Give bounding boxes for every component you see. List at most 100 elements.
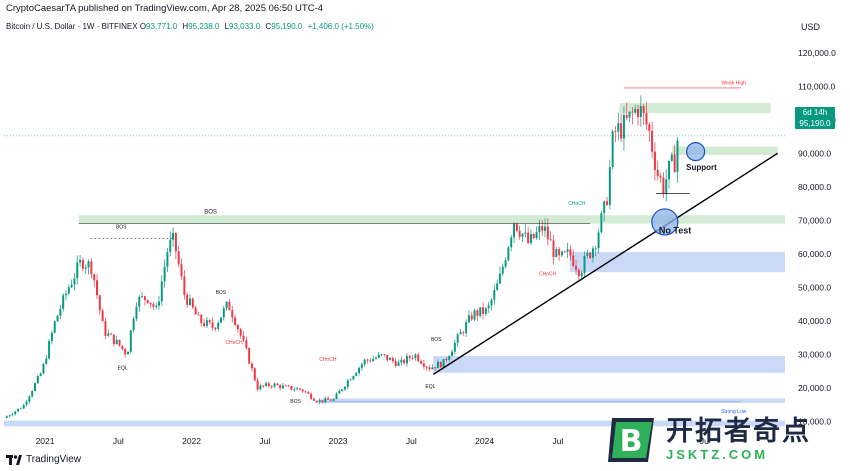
x-tick-label: Jul	[552, 436, 563, 446]
candle-body	[386, 355, 389, 361]
candle-body	[169, 239, 172, 253]
symbol-name[interactable]: Bitcoin / U.S. Dollar · 1W · BITFINEX	[6, 22, 138, 31]
candle-body	[467, 315, 470, 323]
candle-body	[544, 226, 547, 231]
annotation-label: BOS	[290, 399, 301, 405]
annotation-label: Support	[686, 163, 717, 172]
candle-body	[620, 123, 623, 139]
candle-body	[121, 345, 124, 349]
candle-body	[248, 348, 251, 364]
candle-body	[143, 296, 146, 300]
candle-body	[394, 361, 397, 367]
candle-body	[5, 416, 8, 418]
candle-body	[236, 324, 239, 330]
candle-body	[234, 317, 237, 325]
zone-blue-6	[4, 420, 785, 427]
candle-body	[152, 304, 155, 307]
watermark-letter: B	[620, 424, 643, 459]
candle-body	[369, 360, 372, 362]
annotation-label: BOS	[204, 210, 217, 216]
candle-body	[107, 333, 110, 336]
candle-body	[62, 295, 65, 309]
candle-body	[155, 305, 158, 307]
candle-body	[163, 266, 166, 282]
y-tick-label: 80,000.0	[798, 182, 831, 192]
candle-body	[67, 287, 70, 294]
candle-body	[203, 323, 206, 326]
candle-body	[104, 321, 107, 336]
watermark: B 开拓者奇点 JSKTZ.COM	[606, 408, 850, 471]
bar-countdown: 6d 14h	[802, 108, 828, 117]
candle-body	[197, 314, 200, 316]
x-tick-label: Ju	[700, 436, 709, 446]
y-tick-label: 90,000.0	[798, 148, 831, 158]
currency-label[interactable]: USD	[801, 22, 821, 32]
marker-circle-0	[686, 141, 706, 162]
candle-body	[518, 230, 521, 237]
tradingview-footer[interactable]: TradingView	[6, 454, 81, 465]
candle-body	[301, 389, 304, 392]
candle-body	[194, 307, 197, 315]
candle-body	[53, 321, 56, 333]
candle-body	[555, 249, 558, 258]
candle-body	[324, 398, 327, 403]
annotation-label: Weak High	[722, 81, 747, 87]
y-tick-label: 60,000.0	[798, 249, 831, 259]
candle-body	[653, 151, 656, 170]
candle-body	[276, 383, 279, 386]
candle-body	[608, 167, 611, 205]
candle-body	[273, 383, 276, 387]
candle-body	[656, 169, 659, 177]
candle-body	[279, 385, 282, 389]
candle-body	[631, 111, 634, 113]
zone-green-1	[672, 146, 778, 155]
high-value: 95,238.0	[188, 22, 220, 31]
candle-body	[214, 327, 217, 329]
candle-body	[34, 383, 36, 391]
x-tick-label: 2023	[329, 436, 348, 446]
watermark-domain: JSKTZ.COM	[666, 447, 769, 462]
candle-body	[73, 278, 76, 285]
candle-body	[188, 298, 191, 305]
candle-body	[490, 299, 493, 306]
candle-body	[600, 213, 603, 233]
candle-body	[594, 248, 597, 249]
candle-body	[50, 332, 53, 342]
candle-body	[284, 385, 287, 387]
open-value: 93,771.0	[146, 22, 178, 31]
candle-body	[180, 264, 183, 277]
last-price: 95,190.0	[799, 119, 831, 128]
candle-body	[400, 359, 403, 363]
annotation-label: Strong Low	[721, 409, 747, 415]
candle-body	[135, 306, 138, 319]
candle-body	[270, 386, 273, 387]
candle-body	[670, 154, 673, 161]
candle-body	[431, 367, 434, 370]
candle-body	[183, 276, 186, 295]
x-tick-label: 2021	[36, 436, 55, 446]
candle-body	[420, 361, 423, 364]
candle-body	[445, 358, 448, 360]
candle-body	[138, 296, 141, 307]
candle-body	[141, 296, 144, 298]
candle-body	[11, 414, 14, 416]
candle-body	[465, 322, 468, 334]
candle-body	[634, 108, 637, 113]
candle-body	[17, 408, 20, 412]
candle-body	[535, 232, 538, 239]
candle-body	[377, 354, 380, 358]
candle-body	[231, 310, 234, 318]
candle-body	[572, 255, 575, 266]
candle-body	[408, 356, 411, 359]
candle-body	[253, 368, 256, 381]
candle-body	[211, 322, 214, 328]
x-tick-label: 2022	[182, 436, 201, 446]
candle-body	[208, 320, 211, 323]
candle-body	[642, 106, 645, 114]
candle-body	[281, 385, 284, 389]
annotation-label: No Test	[659, 226, 691, 236]
candle-body	[355, 373, 358, 376]
candle-body	[166, 252, 169, 267]
candle-body	[659, 176, 662, 178]
